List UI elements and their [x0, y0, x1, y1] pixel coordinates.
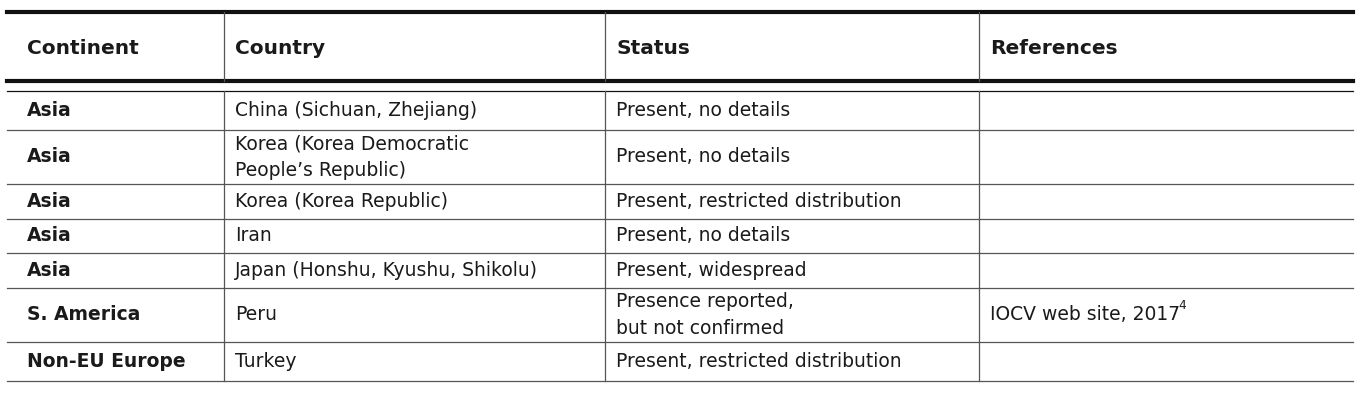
Text: Present, widespread: Present, widespread [616, 261, 806, 280]
Text: S. America: S. America [27, 305, 140, 324]
Text: People’s Republic): People’s Republic) [235, 161, 407, 180]
Text: Asia: Asia [27, 226, 72, 245]
Text: IOCV web site, 2017: IOCV web site, 2017 [990, 305, 1180, 324]
Text: 4: 4 [1179, 299, 1186, 313]
Text: China (Sichuan, Zhejiang): China (Sichuan, Zhejiang) [235, 101, 477, 120]
Text: Japan (Honshu, Kyushu, Shikolu): Japan (Honshu, Kyushu, Shikolu) [235, 261, 539, 280]
Text: Country: Country [235, 39, 325, 58]
Text: Present, no details: Present, no details [616, 226, 790, 245]
Text: Korea (Korea Democratic: Korea (Korea Democratic [235, 134, 469, 153]
Text: Present, restricted distribution: Present, restricted distribution [616, 352, 902, 371]
Text: but not confirmed: but not confirmed [616, 319, 785, 338]
Text: Non-EU Europe: Non-EU Europe [27, 352, 186, 371]
Text: Presence reported,: Presence reported, [616, 292, 794, 311]
Text: Asia: Asia [27, 101, 72, 120]
Text: Continent: Continent [27, 39, 139, 58]
Text: Korea (Korea Republic): Korea (Korea Republic) [235, 192, 449, 211]
Text: Peru: Peru [235, 305, 277, 324]
Text: Present, restricted distribution: Present, restricted distribution [616, 192, 902, 211]
Text: Status: Status [616, 39, 690, 58]
Text: Present, no details: Present, no details [616, 101, 790, 120]
Text: Iran: Iran [235, 226, 272, 245]
Text: Turkey: Turkey [235, 352, 296, 371]
Text: Asia: Asia [27, 147, 72, 166]
Text: Present, no details: Present, no details [616, 147, 790, 166]
Text: Asia: Asia [27, 261, 72, 280]
Text: Asia: Asia [27, 192, 72, 211]
Text: References: References [990, 39, 1118, 58]
